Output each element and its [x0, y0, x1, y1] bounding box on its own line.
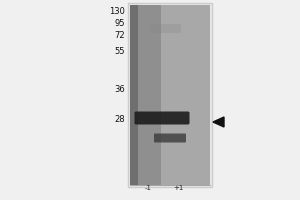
Bar [130, 5, 161, 185]
Polygon shape [213, 117, 224, 127]
Text: 130: 130 [109, 7, 125, 17]
Text: 95: 95 [115, 20, 125, 28]
Text: 55: 55 [115, 47, 125, 56]
Text: 36: 36 [114, 86, 125, 95]
Text: +1: +1 [173, 185, 183, 191]
FancyBboxPatch shape [149, 24, 181, 33]
FancyBboxPatch shape [134, 112, 190, 124]
FancyBboxPatch shape [154, 134, 186, 142]
Bar [130, 5, 210, 185]
Text: 28: 28 [114, 116, 125, 124]
Bar [130, 5, 138, 185]
Text: 72: 72 [114, 30, 125, 40]
Text: -1: -1 [145, 185, 152, 191]
Bar [128, 3, 212, 187]
